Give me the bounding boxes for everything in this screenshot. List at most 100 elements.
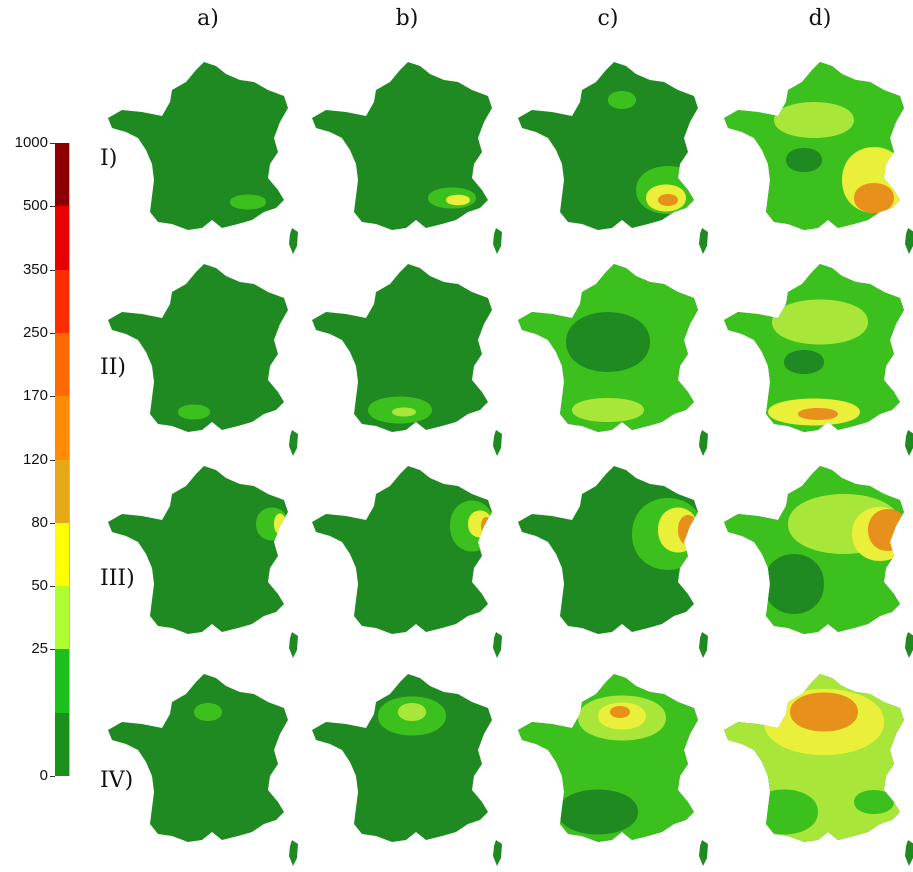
france-map-I-c [518, 62, 708, 254]
legend-color-segment [55, 206, 70, 271]
legend-tick-label: 500 [22, 197, 48, 215]
intensity-region [230, 194, 266, 210]
legend-color-segment [55, 522, 70, 587]
france-map-III-d [724, 466, 913, 658]
legend-tick-label: 80 [31, 513, 48, 531]
intensity-region [750, 789, 818, 835]
legend-color-segment [55, 332, 70, 397]
france-map-I-b [312, 62, 502, 254]
corsica-island [493, 228, 502, 254]
legend-tick-mark [50, 332, 55, 334]
intensity-region [178, 404, 210, 420]
intensity-region [572, 398, 644, 422]
legend-tick-mark [50, 269, 55, 271]
intensity-region [868, 509, 904, 551]
france-map-II-b [312, 264, 502, 456]
legend-tick-mark [50, 459, 55, 461]
corsica-island [699, 840, 708, 866]
legend-color-segment [55, 712, 70, 777]
corsica-island [905, 228, 913, 254]
corsica-island [289, 430, 298, 456]
intensity-region [854, 183, 894, 213]
legend-tick-mark [50, 522, 55, 524]
legend-color-segment [55, 269, 70, 334]
france-map-II-d [724, 264, 913, 456]
corsica-island [905, 632, 913, 658]
legend-tick-mark [50, 649, 55, 651]
intensity-region [468, 510, 492, 538]
france-map-IV-b [312, 674, 502, 866]
intensity-region [481, 517, 491, 535]
intensity-region [610, 706, 630, 718]
france-mainland [312, 674, 492, 842]
row-label-II: II) [100, 355, 126, 380]
corsica-island [493, 430, 502, 456]
legend-tick-mark [50, 776, 55, 777]
intensity-region [608, 91, 636, 109]
legend-tick-label: 250 [22, 323, 48, 341]
france-map-IV-d [724, 674, 913, 866]
legend-color-segment [55, 586, 70, 650]
intensity-region [798, 408, 838, 420]
legend-tick-mark [50, 206, 55, 208]
france-map-III-a [108, 466, 298, 658]
france-map-III-c [518, 466, 708, 658]
column-label-d: d) [808, 6, 832, 31]
france-map-III-b [312, 466, 502, 658]
intensity-region [854, 790, 894, 814]
france-map-IV-a [108, 674, 298, 866]
legend-tick-mark [50, 396, 55, 398]
france-map-IV-c [518, 674, 708, 866]
column-label-b: b) [395, 6, 419, 31]
intensity-region [786, 148, 822, 172]
intensity-region [398, 703, 426, 721]
intensity-region [274, 513, 286, 535]
intensity-region [790, 692, 858, 732]
row-label-III: III) [100, 566, 135, 591]
legend-tick-label: 120 [22, 450, 48, 468]
intensity-region [772, 299, 868, 345]
legend-frame-line [69, 143, 70, 776]
corsica-island [289, 228, 298, 254]
color-scale-bar [55, 143, 70, 777]
row-label-IV: IV) [100, 768, 134, 793]
legend-tick-mark [50, 586, 55, 588]
intensity-region [774, 102, 854, 138]
legend-tick-label: 50 [31, 577, 48, 595]
intensity-region [558, 789, 638, 835]
corsica-island [493, 840, 502, 866]
france-mainland [312, 264, 492, 432]
france-map-II-c [518, 264, 708, 456]
column-label-a: a) [197, 6, 219, 31]
intensity-region [764, 554, 824, 614]
intensity-region [678, 515, 698, 545]
legend-tick-label: 350 [22, 260, 48, 278]
legend-tick-label: 0 [39, 767, 48, 784]
france-map-II-a [108, 264, 298, 456]
corsica-island [699, 228, 708, 254]
row-label-I: I) [100, 146, 118, 171]
corsica-island [699, 430, 708, 456]
france-map-I-d [724, 62, 913, 254]
intensity-region [658, 194, 678, 206]
legend-color-segment [55, 649, 70, 714]
legend-tick-mark [50, 143, 55, 144]
intensity-region [446, 194, 470, 206]
intensity-region [392, 407, 416, 417]
corsica-island [289, 840, 298, 866]
corsica-island [699, 632, 708, 658]
corsica-island [905, 430, 913, 456]
corsica-island [289, 632, 298, 658]
legend-color-segment [55, 143, 70, 207]
intensity-region [784, 350, 824, 374]
intensity-region [566, 312, 650, 372]
intensity-region [724, 264, 904, 432]
france-map-I-a [108, 62, 298, 254]
france-mainland [108, 264, 288, 432]
corsica-island [493, 632, 502, 658]
france-mainland [108, 466, 288, 634]
corsica-island [905, 840, 913, 866]
france-mainland [108, 62, 288, 230]
legend-tick-label: 25 [31, 640, 48, 658]
france-mainland [312, 466, 492, 634]
